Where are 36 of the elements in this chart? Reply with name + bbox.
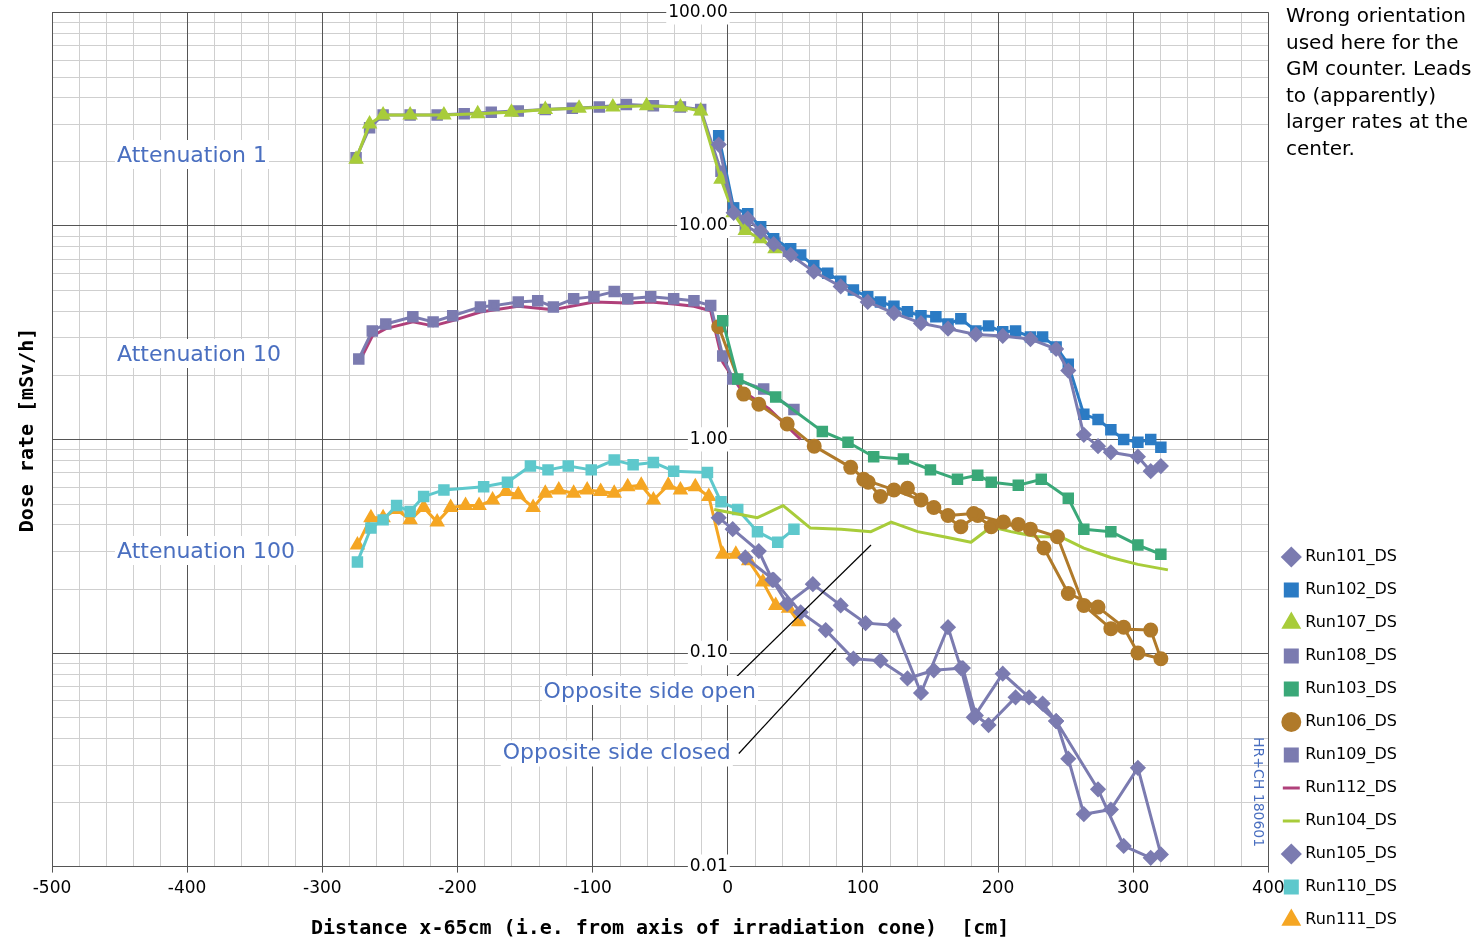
x-tick-label: -400: [167, 877, 207, 898]
legend-label: Run112_DS: [1305, 777, 1398, 798]
x-tick-label: 100: [846, 877, 880, 898]
y-axis-title: Dose rate [mSv/h]: [14, 327, 38, 533]
x-tick-label: 200: [981, 877, 1015, 898]
annotation: Opposite side open: [541, 676, 758, 706]
x-tick-label: -100: [573, 877, 612, 898]
x-tick-label: 400: [1252, 877, 1285, 898]
legend-label: Run109_DS: [1305, 744, 1398, 765]
legend-label: Run110_DS: [1305, 876, 1398, 897]
legend-label: Run107_DS: [1305, 612, 1398, 633]
x-tick-label: 300: [1116, 877, 1150, 898]
legend-label: Run105_DS: [1305, 843, 1398, 864]
annotation: HR+CH 180601: [1250, 736, 1268, 850]
annotation: Attenuation 10: [115, 339, 283, 369]
y-tick-label: 1.00: [689, 427, 728, 448]
y-tick-label: 10.00: [679, 214, 728, 235]
legend-label: Run106_DS: [1305, 711, 1398, 732]
annotation: Attenuation 1: [115, 140, 269, 170]
legend-label: Run103_DS: [1305, 678, 1398, 699]
x-axis-title: Distance x-65cm (i.e. from axis of irradiation cone) [cm]: [310, 915, 1010, 940]
legend-label: Run101_DS: [1305, 546, 1398, 567]
legend-label: Run111_DS: [1305, 909, 1398, 930]
x-tick-label: 0: [722, 877, 734, 898]
x-tick-label: -300: [302, 877, 342, 898]
x-tick-label: -200: [438, 877, 477, 898]
annotation: Opposite side closed: [502, 739, 731, 765]
legend-label: Run102_DS: [1305, 579, 1398, 600]
y-tick-label: 0.10: [689, 641, 728, 662]
legend-label: Run104_DS: [1305, 810, 1398, 831]
x-tick-label: -500: [32, 877, 72, 898]
y-tick-label: 100.00: [668, 0, 728, 21]
y-tick-label: 0.01: [689, 855, 728, 876]
annotation: Attenuation 100: [115, 536, 297, 566]
text: Wrong orientation used here for the GM counter. Leads to (apparently) larger rates at the center.: [1285, 2, 1473, 162]
legend-label: Run108_DS: [1305, 645, 1398, 666]
